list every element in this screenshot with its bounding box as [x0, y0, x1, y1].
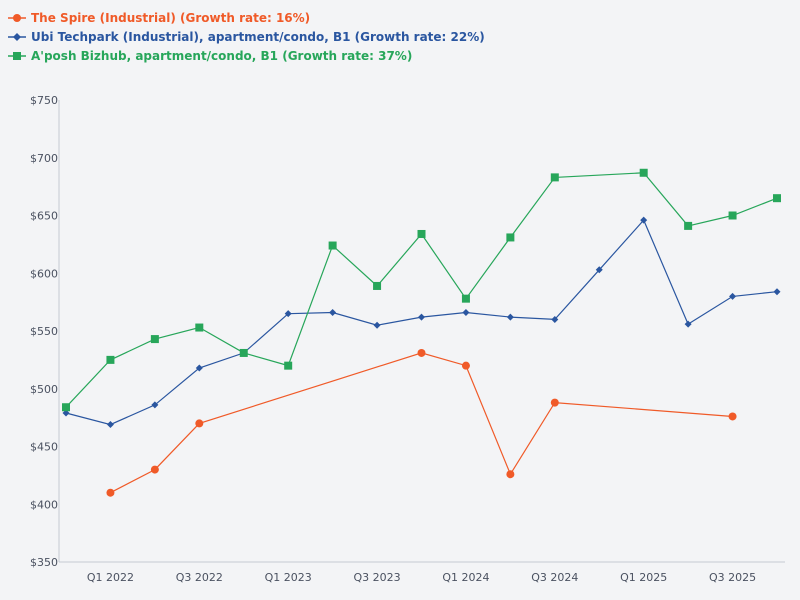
data-point[interactable]: [461, 294, 470, 303]
data-point[interactable]: [106, 421, 114, 429]
data-point[interactable]: [106, 355, 115, 364]
data-point[interactable]: [328, 241, 337, 250]
y-axis-ticks: $350 $400 $450 $500 $550 $600 $650 $700 $750: [30, 94, 58, 569]
y-tick-label: $500: [30, 383, 58, 396]
data-point[interactable]: [195, 419, 204, 428]
series-2: [62, 168, 781, 412]
data-point[interactable]: [373, 281, 382, 290]
data-point[interactable]: [106, 488, 115, 497]
data-point[interactable]: [728, 211, 737, 220]
data-point[interactable]: [728, 412, 737, 421]
data-point[interactable]: [640, 216, 648, 224]
series-layer: [62, 168, 781, 497]
data-point[interactable]: [417, 348, 426, 357]
data-point[interactable]: [195, 323, 204, 332]
data-point[interactable]: [551, 315, 559, 323]
data-point[interactable]: [417, 229, 426, 238]
series-1: [62, 216, 781, 429]
series-line: [65, 218, 778, 426]
y-tick-label: $600: [30, 267, 58, 280]
x-tick-label: Q3 2022: [176, 571, 223, 584]
data-point[interactable]: [550, 398, 559, 407]
y-tick-label: $550: [30, 325, 58, 338]
series-line: [110, 352, 733, 494]
data-point[interactable]: [773, 288, 781, 296]
data-point[interactable]: [684, 320, 692, 328]
data-point[interactable]: [506, 233, 515, 242]
legend-label-the-spire: The Spire (Industrial) (Growth rate: 16%…: [31, 11, 310, 25]
data-point[interactable]: [461, 361, 470, 370]
data-point[interactable]: [62, 409, 70, 417]
data-point[interactable]: [284, 361, 293, 370]
data-point[interactable]: [639, 168, 648, 177]
y-tick-label: $400: [30, 498, 58, 511]
legend-item-ubi-techpark[interactable]: Ubi Techpark (Industrial), apartment/con…: [8, 30, 485, 44]
y-tick-label: $450: [30, 441, 58, 454]
data-point[interactable]: [684, 221, 693, 230]
y-tick-label: $700: [30, 152, 58, 165]
data-point[interactable]: [239, 348, 248, 357]
y-tick-label: $750: [30, 94, 58, 107]
data-point[interactable]: [462, 309, 470, 317]
x-axis-ticks: Q1 2022 Q3 2022 Q1 2023 Q3 2023 Q1 2024 Q3 20…: [87, 571, 756, 584]
legend: The Spire (Industrial) (Growth rate: 16%…: [8, 11, 485, 63]
legend-item-aposh-bizhub[interactable]: A'posh Bizhub, apartment/condo, B1 (Grow…: [8, 49, 412, 63]
legend-label-ubi-techpark: Ubi Techpark (Industrial), apartment/con…: [31, 30, 485, 44]
data-point[interactable]: [151, 401, 159, 409]
x-tick-label: Q1 2024: [442, 571, 489, 584]
legend-marker-circle-icon: [13, 14, 21, 22]
data-point[interactable]: [150, 465, 159, 474]
legend-marker-diamond-icon: [13, 33, 21, 41]
x-tick-label: Q1 2022: [87, 571, 134, 584]
y-tick-label: $350: [30, 556, 58, 569]
x-tick-label: Q1 2023: [265, 571, 312, 584]
y-tick-label: $650: [30, 210, 58, 223]
legend-marker-square-icon: [13, 52, 21, 60]
data-point[interactable]: [284, 310, 292, 318]
data-point[interactable]: [62, 403, 70, 412]
x-tick-label: Q1 2025: [620, 571, 667, 584]
data-point[interactable]: [729, 292, 737, 300]
x-tick-label: Q3 2025: [709, 571, 756, 584]
data-point[interactable]: [418, 313, 425, 321]
legend-item-the-spire[interactable]: The Spire (Industrial) (Growth rate: 16%…: [8, 11, 310, 25]
data-point[interactable]: [195, 364, 203, 372]
data-point[interactable]: [150, 335, 159, 344]
data-point[interactable]: [506, 313, 514, 321]
data-point[interactable]: [595, 266, 603, 274]
x-tick-label: Q3 2023: [353, 571, 400, 584]
data-point[interactable]: [373, 321, 381, 329]
series-line: [65, 172, 778, 408]
data-point[interactable]: [329, 309, 337, 317]
data-point[interactable]: [773, 194, 781, 203]
data-point[interactable]: [506, 470, 515, 479]
series-0: [106, 348, 737, 497]
data-point[interactable]: [550, 173, 559, 182]
x-tick-label: Q3 2024: [531, 571, 578, 584]
legend-label-aposh-bizhub: A'posh Bizhub, apartment/condo, B1 (Grow…: [31, 49, 412, 63]
